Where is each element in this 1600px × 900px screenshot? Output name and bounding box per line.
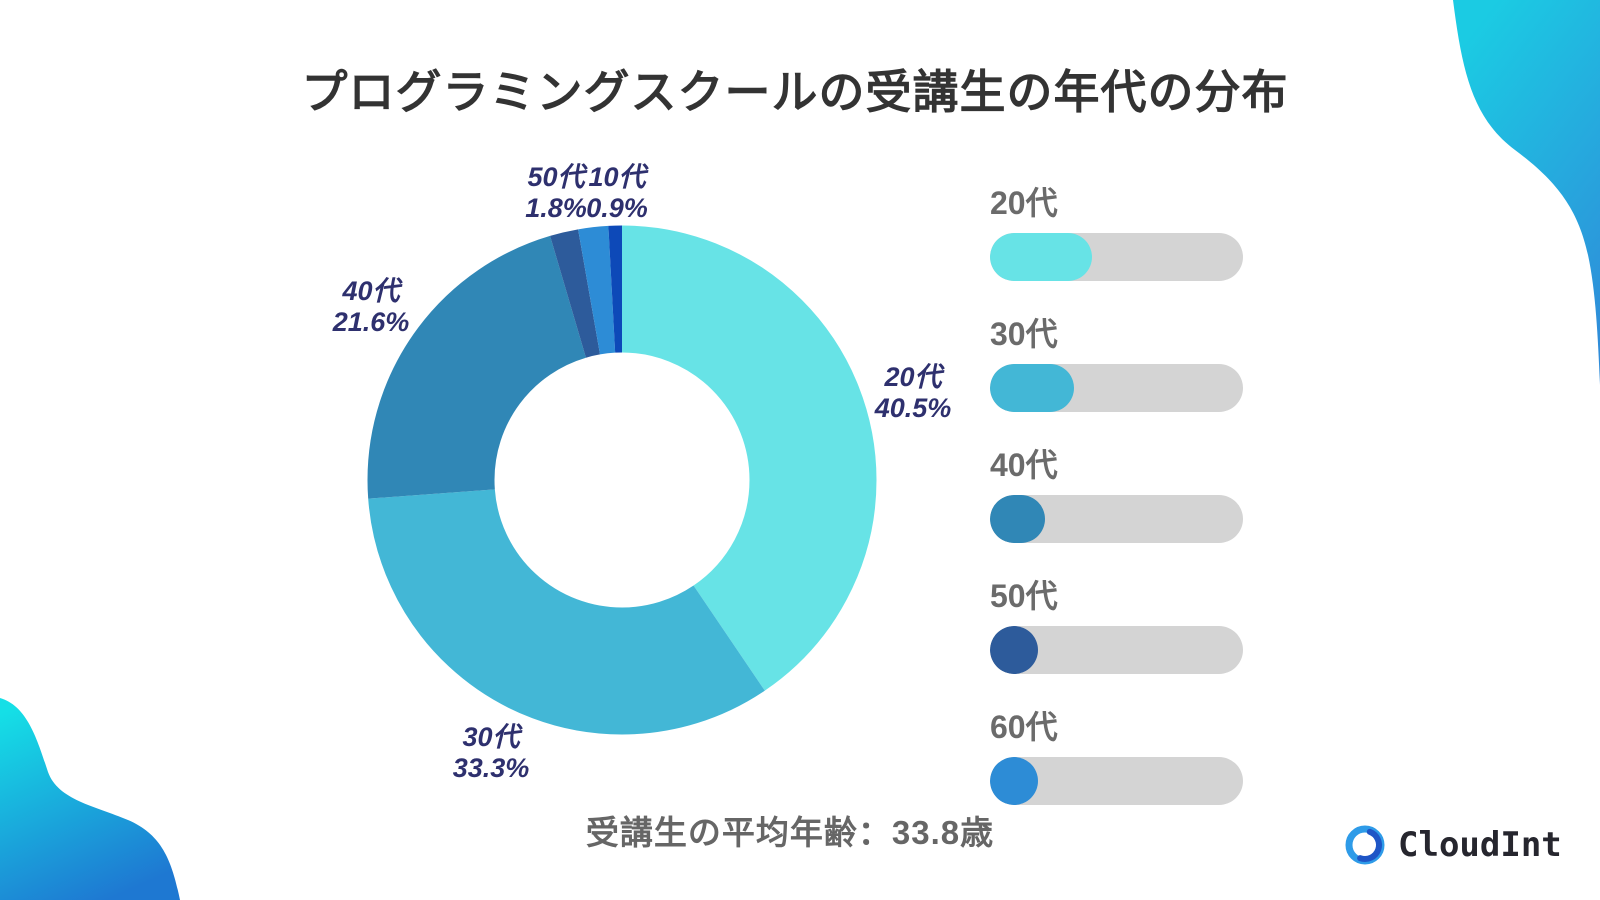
pie-slice-40代 bbox=[367, 225, 877, 735]
pie-label-category: 30代 bbox=[462, 721, 520, 752]
legend-item-60代: 60代 bbox=[990, 702, 1250, 805]
legend-track bbox=[990, 364, 1243, 412]
pie-label-value: 40.5% bbox=[874, 393, 952, 423]
legend-fill bbox=[990, 364, 1075, 412]
pie-label-category: 10代 bbox=[588, 161, 646, 192]
pie-label-value: 21.6% bbox=[332, 307, 410, 337]
legend: 20代 30代 40代 50代 60代 bbox=[990, 178, 1250, 805]
legend-track bbox=[990, 757, 1243, 805]
legend-label: 20代 bbox=[990, 185, 1058, 221]
brand-name: CloudInt bbox=[1398, 825, 1562, 865]
pie-label-category: 50代 bbox=[527, 161, 585, 192]
donut-chart-area bbox=[342, 200, 902, 760]
legend-label: 40代 bbox=[990, 447, 1058, 483]
pie-label-value: 0.9% bbox=[586, 193, 648, 223]
pie-label-50代: 50代 1.8% bbox=[525, 162, 587, 224]
legend-item-50代: 50代 bbox=[990, 571, 1250, 674]
brand-logo: CloudInt bbox=[1342, 822, 1562, 868]
cloudint-logo-icon bbox=[1345, 825, 1385, 865]
legend-track bbox=[990, 233, 1243, 281]
legend-item-20代: 20代 bbox=[990, 178, 1250, 281]
legend-label: 30代 bbox=[990, 316, 1058, 352]
pie-label-category: 20代 bbox=[884, 361, 942, 392]
average-age-note: 受講生の平均年齢：33.8歳 bbox=[585, 814, 995, 851]
pie-label-20代: 20代 40.5% bbox=[875, 362, 952, 424]
chart-title: プログラミングスクールの受講生の年代の分布 bbox=[301, 66, 1289, 118]
legend-fill bbox=[990, 495, 1045, 543]
pie-label-category: 40代 bbox=[342, 275, 400, 306]
pie-label-value: 1.8% bbox=[525, 193, 587, 223]
legend-item-30代: 30代 bbox=[990, 309, 1250, 412]
pie-label-10代: 10代 0.9% bbox=[586, 162, 648, 224]
pie-slice-10代 bbox=[367, 225, 877, 735]
legend-fill bbox=[990, 233, 1093, 281]
decorative-blob-bottom-left bbox=[0, 698, 180, 900]
legend-track bbox=[990, 495, 1243, 543]
legend-label: 60代 bbox=[990, 709, 1058, 745]
pie-label-value: 33.3% bbox=[452, 753, 530, 783]
legend-fill bbox=[990, 626, 1038, 674]
pie-slice-30代 bbox=[367, 225, 877, 735]
donut-chart bbox=[367, 225, 877, 735]
legend-track bbox=[990, 626, 1243, 674]
legend-label: 50代 bbox=[990, 578, 1058, 614]
legend-fill bbox=[990, 757, 1038, 805]
pie-label-30代: 30代 33.3% bbox=[453, 722, 530, 784]
legend-item-40代: 40代 bbox=[990, 440, 1250, 543]
pie-label-40代: 40代 21.6% bbox=[333, 276, 410, 338]
